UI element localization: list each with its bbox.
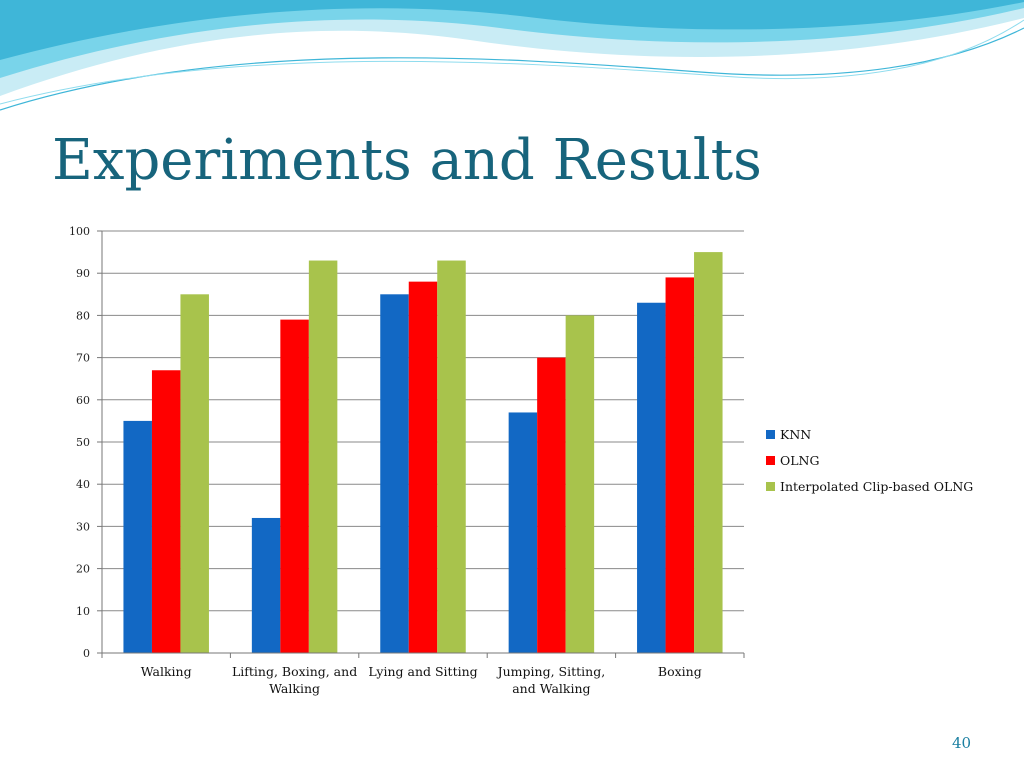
legend-label: KNN (780, 427, 811, 442)
y-tick-label: 40 (76, 478, 90, 491)
bar-olng-4 (665, 277, 695, 653)
x-category-label: Jumping, Sitting, (496, 664, 606, 679)
slide-title: Experiments and Results (52, 128, 762, 193)
legend-swatch (766, 456, 775, 465)
legend-label: OLNG (780, 453, 819, 468)
y-tick-label: 70 (76, 352, 90, 365)
bar-olng-2 (408, 281, 438, 653)
bar-knn-3 (508, 412, 538, 653)
chart-bars (123, 252, 723, 653)
legend-swatch (766, 430, 775, 439)
x-category-label: Walking (141, 664, 192, 679)
bar-chart: 0 10 20 30 40 50 60 70 80 90 100 Walking Lifting, B… (69, 225, 973, 696)
x-category-label: and Walking (512, 681, 590, 696)
y-tick-label: 30 (76, 520, 90, 533)
x-axis-category-labels: Walking Lifting, Boxing, and Walking Lying … (141, 664, 702, 696)
y-tick-label: 0 (83, 647, 90, 660)
y-tick-label: 80 (76, 309, 90, 322)
x-category-label: Walking (269, 681, 320, 696)
bar-olng-3 (537, 357, 566, 653)
y-tick-label: 60 (76, 394, 90, 407)
x-category-label: Lying and Sitting (368, 664, 477, 679)
y-tick-label: 10 (76, 605, 90, 618)
bar-knn-4 (637, 302, 666, 653)
header-wave-decoration (0, 0, 1024, 111)
bar-olng-0 (151, 370, 181, 653)
y-tick-label: 90 (76, 267, 90, 280)
legend-label: Interpolated Clip-based OLNG (780, 479, 973, 494)
slide-number: 40 (952, 734, 972, 752)
x-category-label: Lifting, Boxing, and (232, 664, 357, 679)
y-tick-label: 100 (69, 225, 90, 238)
bar-knn-0 (123, 420, 152, 653)
chart-axes (101, 231, 745, 658)
bar-knn-2 (380, 294, 409, 653)
y-tick-label: 20 (76, 563, 90, 576)
bar-interpolated-clip-based-olng-3 (565, 315, 595, 653)
y-axis-ticks: 0 10 20 30 40 50 60 70 80 90 100 (69, 225, 102, 660)
chart-legend: KNN OLNG Interpolated Clip-based OLNG (766, 427, 973, 494)
y-tick-label: 50 (76, 436, 90, 449)
bar-interpolated-clip-based-olng-0 (180, 294, 209, 653)
bar-interpolated-clip-based-olng-4 (694, 252, 723, 653)
bar-interpolated-clip-based-olng-2 (437, 260, 466, 653)
bar-olng-1 (280, 319, 309, 653)
bar-interpolated-clip-based-olng-1 (308, 260, 338, 653)
legend-swatch (766, 482, 775, 491)
bar-knn-1 (251, 517, 281, 653)
x-category-label: Boxing (658, 664, 702, 679)
